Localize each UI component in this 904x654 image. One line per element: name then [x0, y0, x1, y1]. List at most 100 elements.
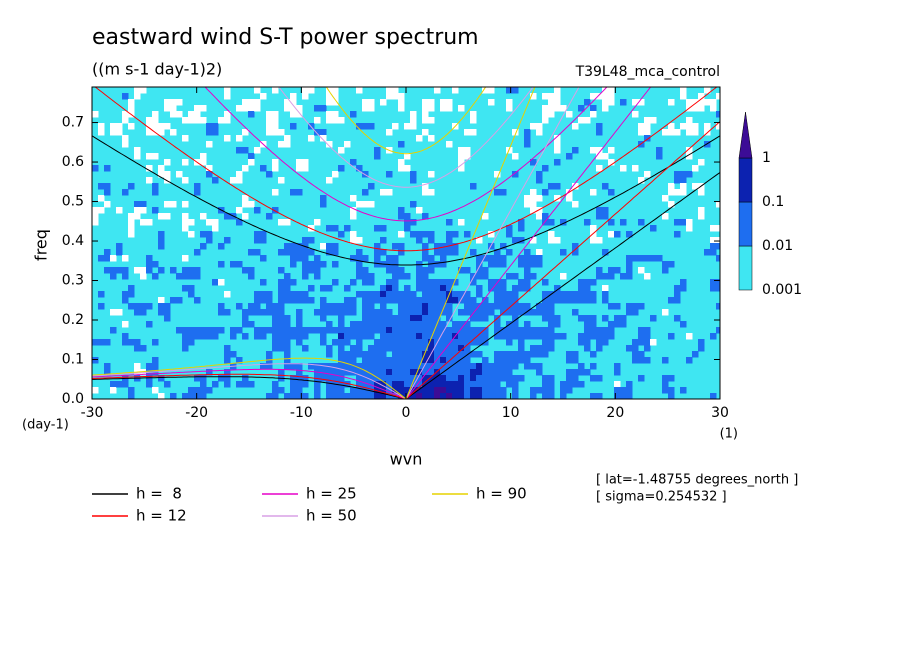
field-cell: [326, 243, 333, 250]
field-cell: [92, 219, 99, 226]
field-cell: [224, 117, 231, 124]
field-cell: [674, 129, 681, 136]
field-cell: [458, 363, 465, 370]
field-cell: [710, 237, 717, 244]
field-cell: [434, 315, 441, 322]
field-cell: [716, 327, 720, 334]
field-cell: [434, 249, 441, 256]
field-cell: [374, 357, 381, 364]
field-cell: [158, 243, 165, 250]
field-cell: [392, 333, 399, 340]
field-cell: [320, 297, 327, 304]
field-cell: [194, 117, 201, 124]
field-cell: [416, 297, 423, 304]
field-cell: [680, 171, 687, 178]
field-cell: [368, 321, 375, 328]
field-cell: [356, 351, 363, 358]
field-cell: [422, 387, 429, 394]
field-cell: [500, 357, 507, 364]
field-cell: [206, 237, 213, 244]
field-cell: [482, 333, 489, 340]
field-cell: [518, 261, 525, 268]
field-cell: [674, 219, 681, 226]
field-cell: [92, 357, 99, 364]
field-cell: [260, 327, 267, 334]
field-cell: [566, 153, 573, 160]
field-cell: [548, 303, 555, 310]
field-cell: [458, 387, 465, 394]
field-cell: [152, 183, 159, 190]
field-cell: [428, 117, 435, 124]
field-cell: [674, 297, 681, 304]
field-cell: [410, 351, 417, 358]
field-cell: [692, 99, 699, 106]
field-cell: [380, 237, 387, 244]
field-cell: [224, 309, 231, 316]
field-cell: [326, 303, 333, 310]
field-cell: [188, 285, 195, 292]
field-cell: [494, 357, 501, 364]
field-cell: [386, 129, 393, 136]
field-cell: [680, 87, 687, 94]
field-cell: [242, 99, 249, 106]
field-cell: [482, 255, 489, 262]
field-cell: [104, 363, 111, 370]
annotation: [ sigma=0.254532 ]: [596, 490, 727, 505]
field-cell: [542, 279, 549, 286]
field-cell: [332, 243, 339, 250]
field-cell: [434, 387, 441, 394]
field-cell: [518, 357, 525, 364]
field-cell: [338, 363, 345, 370]
field-cell: [530, 273, 537, 280]
field-cell: [578, 339, 585, 346]
field-cell: [596, 207, 603, 214]
field-cell: [266, 171, 273, 178]
field-cell: [626, 267, 633, 274]
field-cell: [602, 87, 609, 94]
field-cell: [536, 309, 543, 316]
field-cell: [716, 225, 720, 232]
field-cell: [422, 375, 429, 382]
field-cell: [272, 165, 279, 172]
field-cell: [128, 285, 135, 292]
field-cell: [524, 363, 531, 370]
field-cell: [686, 153, 693, 160]
field-cell: [302, 87, 309, 94]
legend-label: h = 90: [476, 485, 527, 503]
field-cell: [392, 297, 399, 304]
field-cell: [452, 357, 459, 364]
field-cell: [152, 117, 159, 124]
field-cell: [434, 351, 441, 358]
field-cell: [98, 207, 105, 214]
field-cell: [590, 327, 597, 334]
field-cell: [434, 327, 441, 334]
field-cell: [692, 123, 699, 130]
field-cell: [554, 183, 561, 190]
field-cell: [320, 243, 327, 250]
field-cell: [170, 111, 177, 118]
field-cell: [458, 369, 465, 376]
field-cell: [374, 147, 381, 154]
field-cell: [392, 255, 399, 262]
field-cell: [590, 315, 597, 322]
field-cell: [584, 321, 591, 328]
field-cell: [566, 351, 573, 358]
field-cell: [362, 279, 369, 286]
field-cell: [614, 267, 621, 274]
field-cell: [278, 315, 285, 322]
field-cell: [542, 213, 549, 220]
field-cell: [254, 207, 261, 214]
field-cell: [128, 225, 135, 232]
field-cell: [380, 285, 387, 292]
field-cell: [218, 327, 225, 334]
field-cell: [386, 327, 393, 334]
field-cell: [302, 255, 309, 262]
field-cell: [386, 357, 393, 364]
field-cell: [284, 297, 291, 304]
field-cell: [446, 393, 453, 399]
field-cell: [416, 279, 423, 286]
field-cell: [446, 339, 453, 346]
field-cell: [356, 267, 363, 274]
field-cell: [716, 93, 720, 100]
field-cell: [548, 297, 555, 304]
